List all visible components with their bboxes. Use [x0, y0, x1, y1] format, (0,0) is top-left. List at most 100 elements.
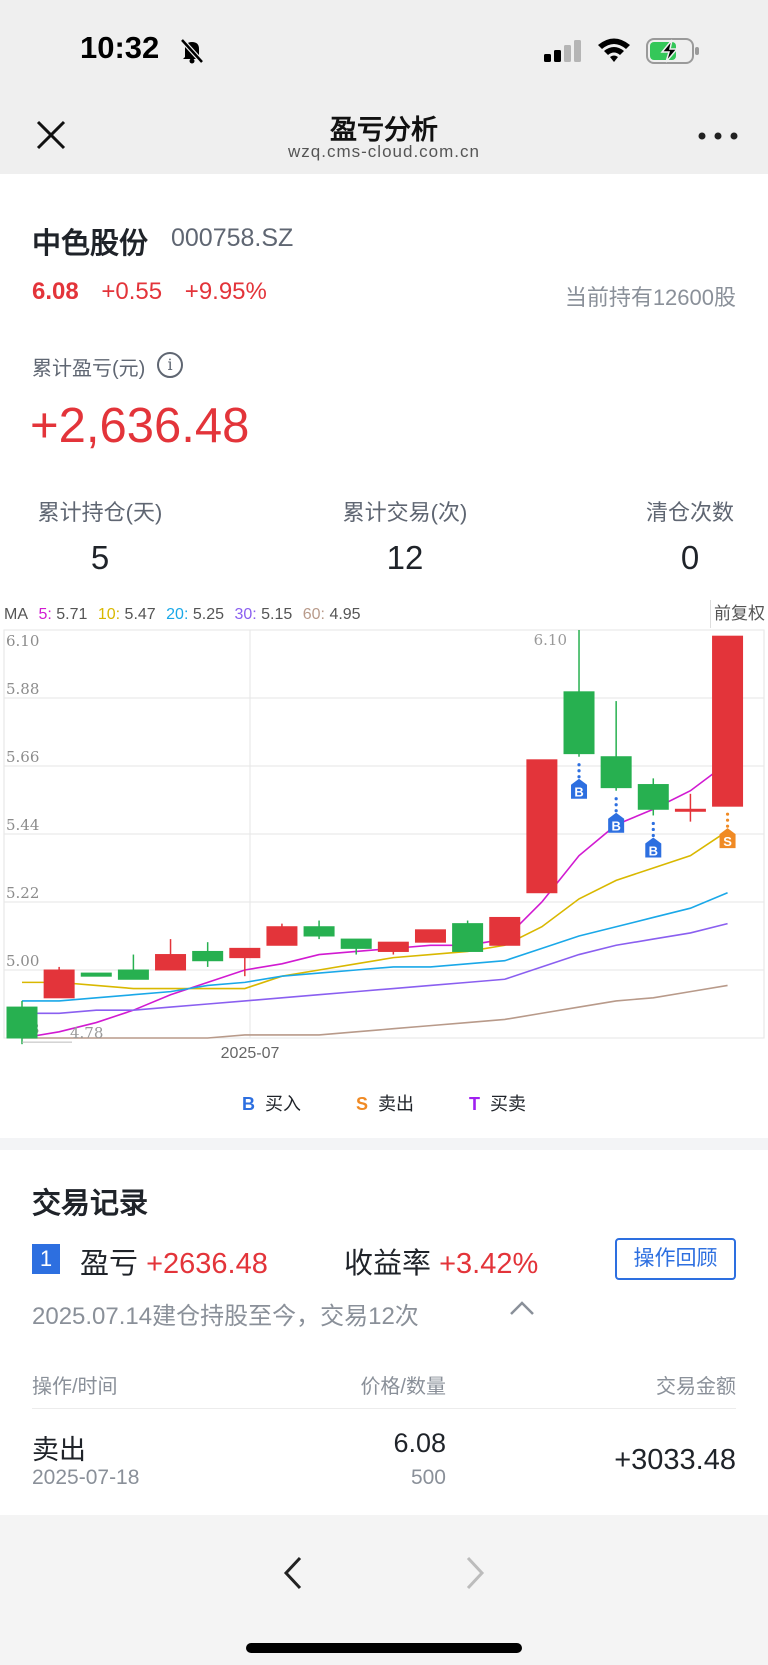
buy-marker [608, 812, 625, 833]
status-bar: 10:32 [0, 0, 768, 100]
marker-dot [577, 769, 581, 773]
marker-dot [614, 803, 618, 807]
marker-dot [651, 821, 655, 826]
battery-charging-icon [646, 38, 699, 64]
candle-body [266, 926, 298, 946]
candle-body [489, 916, 521, 946]
stat-label: 清仓次数 [645, 500, 734, 525]
marker-dot [614, 809, 618, 813]
page-url: wzq.cms-cloud.com.cn [288, 142, 480, 161]
row-price: 6.08 [393, 1428, 446, 1458]
pnl-value: +2,636.48 [30, 399, 250, 453]
candle-body [303, 926, 335, 937]
ma-legend: MA 5: 5.71 10: 5.47 20: 5.25 30: 5.15 60… [4, 606, 367, 624]
ma-line [22, 984, 728, 1039]
stat-clear-count: 清仓次数 0 [590, 495, 768, 577]
candle-body [377, 941, 409, 952]
buy-marker [571, 778, 588, 799]
marker-label: B [649, 843, 658, 858]
chevron-up-icon[interactable] [508, 1298, 536, 1318]
forward-icon[interactable] [462, 1555, 488, 1591]
stock-code: 000758.SZ [171, 224, 294, 252]
marker-label: B [574, 785, 583, 800]
table-divider [32, 1408, 736, 1409]
max-price-label: 6.10 [534, 631, 567, 649]
review-button[interactable]: 操作回顾 [615, 1238, 736, 1280]
legend-sell: S 卖出 [355, 1094, 414, 1114]
info-icon[interactable]: i [157, 352, 183, 378]
y-tick-label: 5.88 [6, 680, 39, 698]
row-amount: +3033.48 [614, 1444, 736, 1476]
candlestick-plot: 6.105.885.665.445.225.004.782025-076.104… [3, 629, 765, 1060]
back-icon[interactable] [280, 1555, 306, 1591]
ma-line [22, 830, 728, 990]
marker-dot [577, 775, 581, 779]
legend-trade: T 买卖 [469, 1094, 527, 1114]
home-indicator [246, 1643, 522, 1653]
header-price-qty: 价格/数量 [360, 1376, 446, 1398]
stat-label: 累计持仓(天) [37, 500, 163, 525]
candle-body [229, 947, 261, 959]
wifi-icon [598, 38, 630, 62]
y-tick-label: 5.44 [6, 816, 39, 834]
stock-change: +0.55 [101, 278, 163, 305]
candle-body [80, 972, 112, 977]
candle-body [117, 969, 149, 980]
marker-dot [725, 818, 730, 822]
candle-body [526, 759, 558, 894]
min-price-label: 4.78 [70, 1024, 103, 1042]
marker-dot [577, 763, 581, 767]
row-quantity: 500 [410, 1466, 446, 1489]
marker-dot [651, 833, 655, 838]
candle-body [6, 1006, 38, 1039]
record-title: 交易记录 [32, 1188, 149, 1220]
more-icon[interactable] [696, 126, 740, 146]
buy-marker [645, 837, 662, 858]
holding-shares: 当前持有12600股 [564, 285, 736, 310]
page-title: 盈亏分析 [330, 115, 438, 145]
marker-dot [651, 827, 655, 832]
adjust-toggle[interactable]: 前复权 [710, 600, 768, 628]
marker-label: S [723, 834, 732, 849]
ma-line [21, 762, 729, 1039]
ma20: 20: 5.25 [166, 606, 224, 623]
candle-body [563, 691, 595, 755]
candle-body [637, 784, 669, 810]
candle-body [43, 969, 75, 999]
candle-body [340, 938, 372, 949]
candle-body [674, 808, 706, 812]
candle-body [192, 950, 224, 962]
stock-price: 6.08 [32, 278, 79, 305]
ma5: 5: 5.71 [38, 606, 88, 623]
stock-change-pct: +9.95% [184, 278, 267, 305]
price-row: 6.08 +0.55 +9.95% [32, 278, 283, 306]
bell-muted-icon [180, 38, 204, 64]
y-tick-label: 6.10 [6, 632, 39, 650]
header-op-time: 操作/时间 [32, 1376, 118, 1398]
record-pnl: 盈亏 +2636.48 [80, 1248, 268, 1280]
section-divider [0, 1138, 768, 1150]
kline-chart[interactable]: MA 5: 5.71 10: 5.47 20: 5.25 30: 5.15 60… [0, 600, 768, 1060]
stat-value: 5 [90, 539, 110, 576]
ma10: 10: 5.47 [97, 606, 156, 623]
status-time: 10:32 [80, 30, 160, 65]
marker-dot [725, 812, 730, 816]
close-icon[interactable] [34, 118, 68, 152]
stat-value: 0 [680, 539, 700, 576]
y-tick-label: 5.66 [6, 748, 39, 766]
candle-body [712, 635, 744, 807]
marker-label: B [611, 819, 620, 834]
ma30: 30: 5.15 [234, 606, 293, 623]
stock-name: 中色股份 [32, 228, 149, 260]
x-tick-label: 2025-07 [221, 1045, 280, 1060]
sell-marker [719, 828, 736, 849]
cellular-signal-icon [544, 40, 581, 62]
candle-body [414, 929, 446, 943]
marker-legend: B 买入 S 卖出 T 买卖 [0, 1090, 768, 1116]
candle-body [155, 954, 187, 971]
stat-holding-days: 累计持仓(天) 5 [0, 495, 200, 577]
nav-bar: 盈亏分析 wzq.cms-cloud.com.cn [0, 100, 768, 174]
ma60: 60: 4.95 [302, 606, 361, 623]
row-date: 2025-07-18 [32, 1466, 140, 1489]
y-tick-label: 5.00 [6, 952, 39, 970]
